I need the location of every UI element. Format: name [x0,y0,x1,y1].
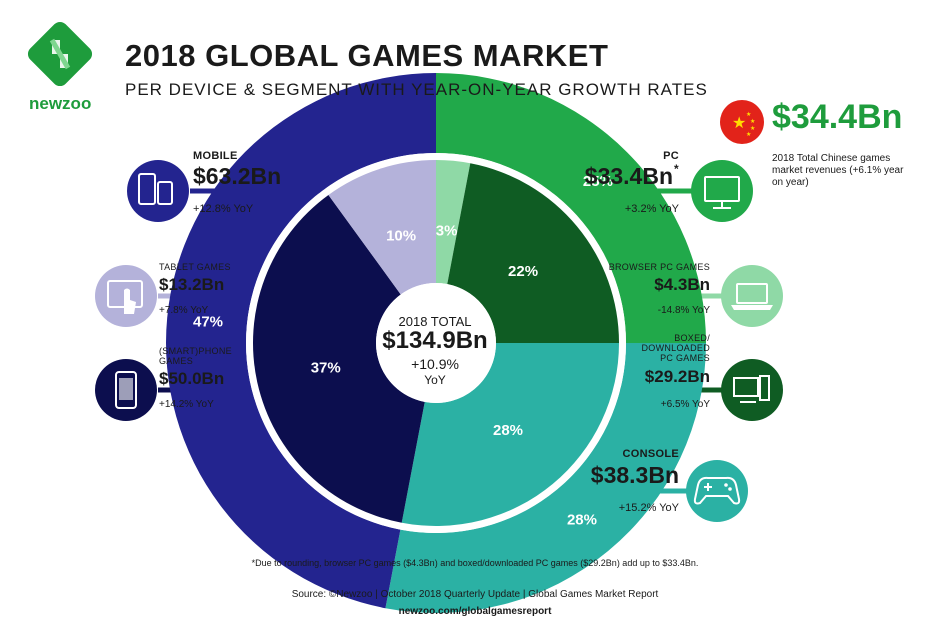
boxed-label-line3: PC GAMES [660,353,710,363]
phone-yoy: +14.2% YoY [159,399,214,410]
inner-slice-browser-pc-games [436,160,471,285]
page-subtitle: PER DEVICE & SEGMENT WITH YEAR-ON-YEAR G… [125,80,708,99]
mobile-devices-icon [127,160,189,222]
boxed-label-line1: BOXED/ [674,333,710,343]
pc-value: $33.4Bn [584,163,673,189]
svg-text:★: ★ [746,111,751,118]
inner-slice-tablet-games [328,160,436,295]
pc-label: PC [663,150,679,162]
outer-label-console: 28% [567,511,597,528]
boxed-value: $29.2Bn [644,367,710,386]
outer-slice-mobile [166,73,436,609]
mobile-yoy: +12.8% YoY [193,203,254,215]
footnote: *Due to rounding, browser PC games ($4.3… [251,558,699,568]
total-label: 2018 TOTAL [398,314,472,329]
phone-label-line1: (SMART)PHONE [159,346,232,356]
brand-name: newzoo [29,94,92,113]
inner-slice-smart-phone-games [253,194,425,523]
outer-label-pc: 25% [583,173,613,190]
desktop-tower-icon [721,359,783,421]
total-yoy: +10.9% YoY [355,356,515,388]
china-revenue-value: $34.4Bn [772,98,903,136]
console-yoy: +15.2% YoY [618,502,679,514]
pc-yoy: +3.2% YoY [624,203,679,215]
inner-label-tablet-games: 10% [386,228,416,245]
monitor-icon [691,160,753,222]
inner-slice-boxed-downloaded-pc-games [447,163,619,343]
total-yoy-value: +10.9% [411,356,459,372]
newzoo-logo [27,21,93,87]
boxed-label-line2: DOWNLOADED [641,343,710,353]
smartphone-icon [95,359,157,421]
phone-label-line2: GAMES [159,356,194,366]
tablet-touch-icon [95,265,157,327]
pc-asterisk: * [674,162,679,176]
svg-text:★: ★ [732,113,746,132]
tablet-yoy: +7.8% YoY [159,305,209,316]
tablet-value: $13.2Bn [159,275,225,294]
laptop-icon [721,265,783,327]
outer-slice-pc [436,73,706,343]
svg-text:★: ★ [750,118,755,125]
inner-label-smart-phone-games: 37% [311,360,341,377]
outer-slice-console [385,343,706,613]
browser-yoy: -14.8% YoY [657,305,710,316]
console-label: CONSOLE [622,448,679,460]
inner-slice-console [401,343,619,526]
inner-label-browser-pc-games: 3% [436,223,458,240]
boxed-yoy: +6.5% YoY [660,399,710,410]
page-title: 2018 GLOBAL GAMES MARKET [125,38,609,73]
total-yoy-unit: YoY [424,373,446,387]
china-flag-icon: ★ ★ ★ ★ ★ [720,100,764,144]
inner-label-boxed-downloaded-pc-games: 22% [508,263,538,280]
donut-hole [376,283,496,403]
china-revenue-caption: 2018 Total Chinese games market revenues… [772,153,904,188]
total-value: $134.9Bn [382,327,488,354]
gamepad-icon [686,460,748,522]
mobile-value: $63.2Bn [193,163,282,189]
console-value: $38.3Bn [590,462,679,488]
tablet-label: TABLET GAMES [159,262,231,272]
outer-label-mobile: 47% [193,313,223,330]
report-url[interactable]: newzoo.com/globalgamesreport [398,606,552,617]
svg-text:★: ★ [750,125,755,132]
svg-text:★: ★ [746,131,751,138]
inner-label-console: 28% [493,422,523,439]
source-text: Source: ©Newzoo | October 2018 Quarterly… [291,589,659,600]
browser-label: BROWSER PC GAMES [608,262,710,272]
mobile-label: MOBILE [193,150,238,162]
phone-value: $50.0Bn [159,369,225,388]
browser-value: $4.3Bn [654,275,710,294]
